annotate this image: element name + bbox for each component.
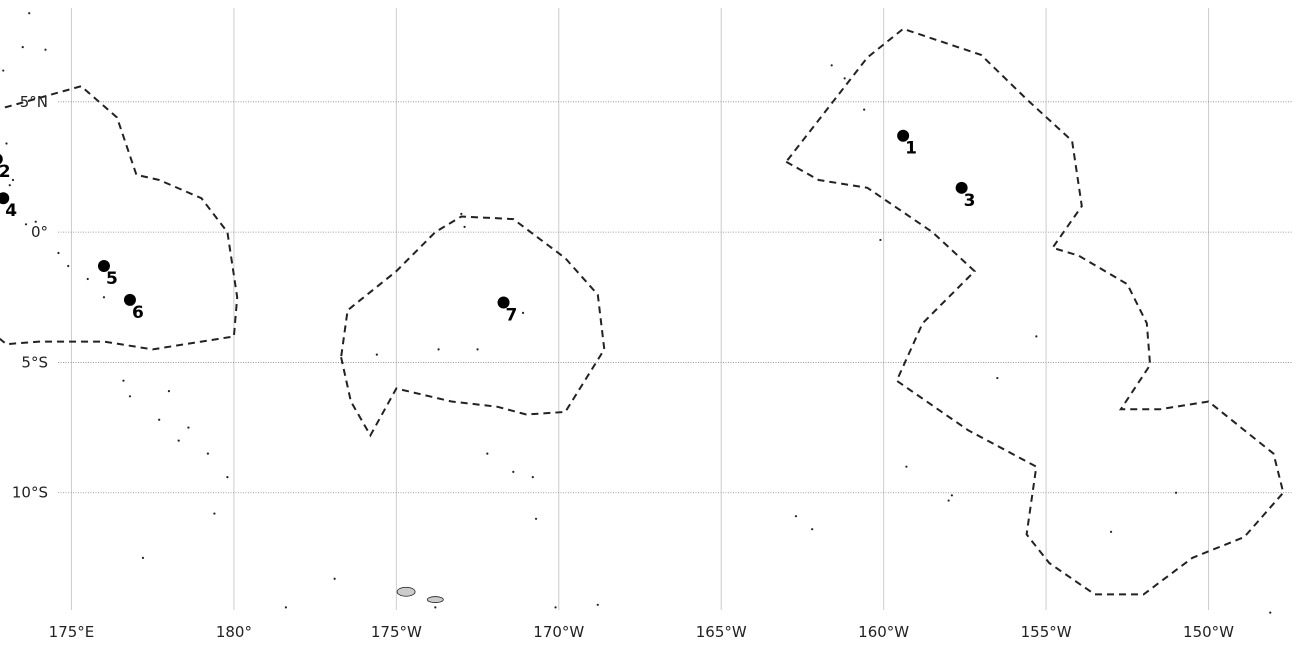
island: [1109, 530, 1113, 533]
island: [794, 515, 798, 518]
island: [512, 470, 515, 473]
island: [187, 426, 190, 429]
island: [863, 108, 866, 111]
site-marker-label: 5: [106, 269, 118, 289]
lon-tick-label: 175°E: [49, 623, 95, 641]
island: [830, 64, 833, 67]
island: [843, 77, 846, 80]
lon-tick-label: 150°W: [1183, 623, 1234, 641]
island: [434, 606, 437, 609]
site-marker-label: 2: [0, 162, 11, 182]
island: [486, 452, 489, 455]
site-marker-label: 1: [905, 139, 917, 159]
island: [44, 48, 47, 51]
axis-labels: 170°E175°E180°175°W170°W165°W160°W155°W1…: [12, 93, 1234, 641]
island: [1269, 611, 1272, 614]
island: [28, 12, 31, 15]
site-marker: [497, 296, 510, 309]
lon-tick-label: 155°W: [1021, 623, 1072, 641]
island: [1174, 491, 1178, 494]
lat-tick-label: 5°S: [21, 353, 48, 371]
island: [554, 606, 557, 609]
island: [8, 184, 11, 187]
island: [460, 212, 463, 215]
island: [996, 376, 999, 380]
island: [57, 251, 60, 255]
lat-tick-label: 10°S: [12, 484, 48, 502]
island: [206, 452, 210, 455]
island: [905, 465, 908, 468]
island: [333, 577, 336, 580]
island: [167, 389, 171, 393]
island: [1035, 335, 1038, 338]
island: [426, 596, 444, 603]
island: [534, 517, 538, 520]
island: [284, 606, 287, 609]
site-marker: [955, 181, 968, 194]
island: [21, 45, 24, 49]
island: [947, 499, 950, 502]
site-marker-label: 6: [132, 303, 144, 323]
island: [128, 395, 132, 398]
lon-tick-label: 170°W: [533, 623, 584, 641]
island: [521, 311, 525, 315]
site-marker: [897, 129, 910, 142]
island: [596, 603, 599, 606]
zone-boundary: [784, 27, 1285, 596]
island: [67, 264, 70, 268]
lon-tick-label: 160°W: [858, 623, 909, 641]
island: [213, 512, 216, 515]
island: [122, 379, 125, 382]
site-marker-label: 7: [506, 305, 518, 325]
lat-tick-label: 0°: [31, 223, 48, 241]
island: [950, 494, 953, 497]
island: [2, 69, 5, 72]
island: [531, 475, 534, 479]
eez-boundaries: [0, 27, 1285, 596]
site-marker: [123, 293, 136, 306]
site-marker: [0, 192, 10, 205]
island: [879, 238, 882, 242]
island: [5, 142, 8, 145]
island: [463, 225, 466, 229]
island: [11, 178, 15, 182]
island: [102, 296, 106, 299]
site-marker-label: 3: [964, 191, 976, 211]
island: [811, 528, 814, 531]
site-marker-label: 4: [5, 201, 17, 221]
lat-tick-label: 5°N: [20, 93, 48, 111]
lon-tick-label: 180°: [216, 623, 252, 641]
island: [177, 439, 180, 442]
island: [34, 220, 37, 223]
island: [158, 418, 161, 421]
zone-boundary: [340, 215, 606, 438]
site-marker: [97, 260, 110, 272]
zone-boundary: [0, 85, 239, 351]
island: [24, 223, 28, 226]
island: [141, 556, 145, 559]
islands: [2, 12, 1272, 614]
island: [375, 353, 378, 356]
gridlines: [58, 8, 1293, 610]
island: [86, 277, 89, 281]
island: [396, 586, 416, 597]
lon-tick-label: 165°W: [696, 623, 747, 641]
island: [226, 475, 229, 479]
site-marker: [0, 154, 3, 165]
island: [437, 348, 440, 351]
site-markers: 1 2 3 4 56 7: [0, 129, 976, 325]
lon-tick-label: 175°W: [371, 623, 422, 641]
island: [476, 348, 479, 351]
